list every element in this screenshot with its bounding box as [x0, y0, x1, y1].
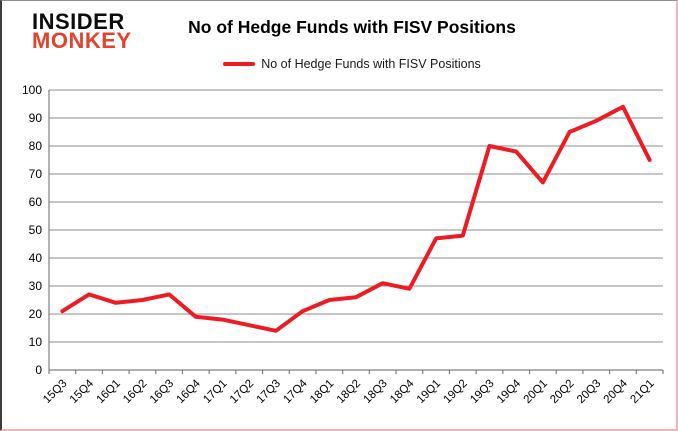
svg-text:30: 30	[29, 279, 43, 293]
svg-text:17Q2: 17Q2	[228, 378, 256, 406]
svg-text:20: 20	[29, 307, 43, 321]
svg-text:80: 80	[29, 139, 43, 153]
svg-text:100: 100	[22, 83, 42, 97]
svg-text:19Q1: 19Q1	[415, 378, 443, 406]
svg-text:16Q3: 16Q3	[148, 378, 176, 406]
svg-text:17Q3: 17Q3	[255, 378, 283, 406]
svg-text:18Q2: 18Q2	[335, 378, 363, 406]
chart-legend: No of Hedge Funds with FISV Positions	[142, 57, 562, 71]
svg-text:16Q2: 16Q2	[121, 378, 149, 406]
svg-text:20Q3: 20Q3	[575, 378, 603, 406]
svg-text:19Q3: 19Q3	[468, 378, 496, 406]
svg-text:17Q1: 17Q1	[201, 378, 229, 406]
svg-text:15Q4: 15Q4	[68, 377, 97, 406]
svg-text:60: 60	[29, 195, 43, 209]
svg-text:20Q2: 20Q2	[548, 378, 576, 406]
line-chart: 010203040506070809010015Q315Q416Q116Q216…	[22, 83, 664, 406]
svg-text:0: 0	[35, 363, 42, 377]
svg-text:50: 50	[29, 223, 43, 237]
svg-text:19Q4: 19Q4	[495, 377, 524, 406]
legend-label: No of Hedge Funds with FISV Positions	[261, 57, 481, 71]
svg-text:40: 40	[29, 251, 43, 265]
svg-text:15Q3: 15Q3	[41, 378, 69, 406]
svg-text:19Q2: 19Q2	[442, 378, 470, 406]
svg-text:18Q1: 18Q1	[308, 378, 336, 406]
svg-text:10: 10	[29, 335, 43, 349]
svg-text:18Q4: 18Q4	[388, 377, 417, 406]
logo-text-insider: INSIDER	[32, 9, 125, 34]
svg-text:16Q4: 16Q4	[175, 377, 204, 406]
legend-line-marker	[223, 62, 256, 66]
svg-text:16Q1: 16Q1	[94, 378, 122, 406]
svg-text:20Q4: 20Q4	[602, 377, 631, 406]
svg-text:70: 70	[29, 167, 43, 181]
svg-text:90: 90	[29, 111, 43, 125]
svg-text:18Q3: 18Q3	[361, 378, 389, 406]
chart-title: No of Hedge Funds with FISV Positions	[188, 17, 516, 37]
insider-monkey-logo: INSIDER MONKEY	[32, 9, 132, 53]
svg-text:20Q1: 20Q1	[522, 378, 550, 406]
logo-text-monkey: MONKEY	[32, 28, 132, 53]
svg-text:21Q1: 21Q1	[628, 378, 656, 406]
svg-text:17Q4: 17Q4	[281, 377, 310, 406]
